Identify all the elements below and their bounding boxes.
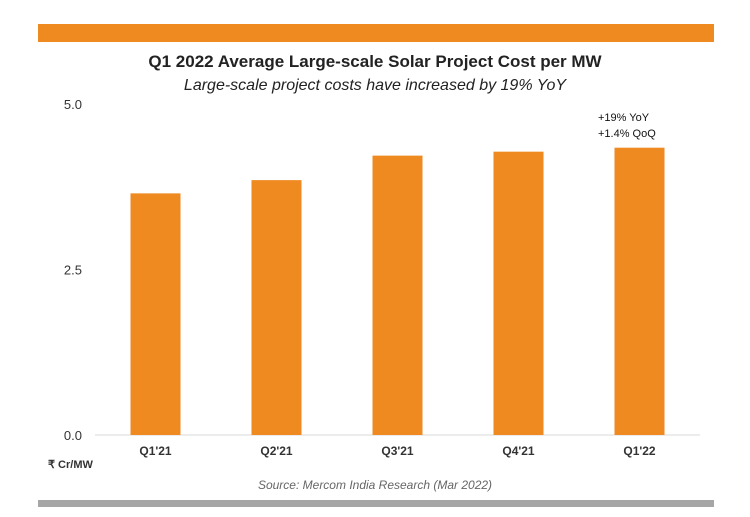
bar: [251, 180, 302, 435]
bar: [614, 147, 665, 435]
annotation-yoy: +19% YoY: [598, 112, 650, 124]
chart-title: Q1 2022 Average Large-scale Solar Projec…: [148, 52, 602, 71]
source-note: Source: Mercom India Research (Mar 2022): [257, 478, 493, 492]
annotation: +19% YoY +1.4% QoQ: [598, 110, 656, 142]
x-tick-label: Q2'21: [260, 444, 293, 458]
y-tick-label: 0.0: [64, 428, 82, 443]
y-tick-label: 2.5: [64, 263, 82, 278]
x-tick-label: Q1'21: [139, 444, 172, 458]
bar: [493, 151, 544, 435]
bar: [130, 193, 181, 435]
y-axis-unit: ₹ Cr/MW: [48, 459, 93, 471]
top-accent-bar: [38, 24, 714, 42]
x-tick-label: Q4'21: [502, 444, 535, 458]
bar: [372, 155, 423, 436]
x-tick-label: Q1'22: [623, 444, 656, 458]
bottom-accent-bar: [38, 500, 714, 507]
x-tick-label: Q3'21: [381, 444, 414, 458]
annotation-qoq: +1.4% QoQ: [598, 128, 656, 140]
y-tick-label: 5.0: [64, 97, 82, 112]
chart-subtitle: Large-scale project costs have increased…: [183, 77, 567, 94]
